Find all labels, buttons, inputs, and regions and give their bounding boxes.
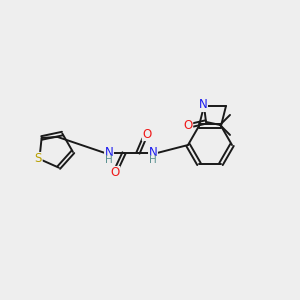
Text: N: N: [148, 146, 158, 158]
Text: S: S: [35, 152, 42, 166]
Text: H: H: [105, 155, 113, 165]
Text: O: O: [183, 119, 193, 132]
Text: N: N: [105, 146, 113, 158]
Text: O: O: [110, 167, 120, 179]
Text: O: O: [142, 128, 152, 140]
Text: N: N: [199, 98, 207, 111]
Text: H: H: [149, 155, 157, 165]
